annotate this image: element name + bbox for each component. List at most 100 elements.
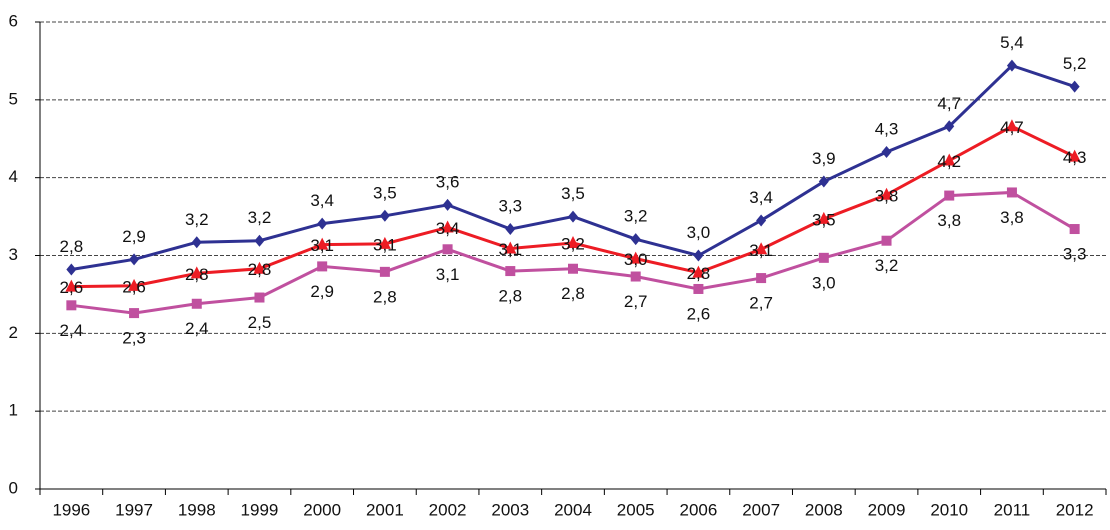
point (505, 223, 516, 236)
data-label: 3,2 (624, 207, 648, 226)
point (630, 233, 641, 246)
data-label: 2,6 (60, 278, 84, 297)
y-tick-label: 5 (9, 89, 18, 108)
data-label: 4,2 (937, 152, 961, 171)
point (756, 214, 767, 227)
point (630, 271, 641, 282)
data-label: 2,7 (624, 292, 648, 311)
data-label: 3,4 (436, 219, 460, 238)
data-label: 2,8 (185, 265, 209, 284)
x-tick-label: 2005 (617, 500, 655, 519)
point (692, 265, 705, 278)
y-tick-label: 6 (9, 11, 18, 30)
data-label: 2,7 (749, 294, 773, 313)
data-label: 3,2 (185, 210, 209, 229)
x-tick-label: 2007 (742, 500, 780, 519)
data-label: 3,0 (687, 223, 711, 242)
data-label: 3,1 (310, 236, 334, 255)
data-label: 2,3 (122, 329, 146, 348)
data-label: 4,7 (937, 94, 961, 113)
data-label: 2,9 (122, 227, 146, 246)
data-label: 3,1 (749, 241, 773, 260)
point (629, 251, 642, 264)
point (379, 209, 390, 222)
data-label: 2,8 (687, 264, 711, 283)
x-tick-label: 2006 (679, 500, 717, 519)
y-tick-label: 1 (9, 401, 18, 420)
point (1068, 149, 1081, 162)
point (818, 175, 829, 188)
data-label: 2,8 (60, 237, 84, 256)
point (129, 308, 140, 319)
x-tick-label: 2011 (994, 500, 1031, 519)
point (504, 241, 517, 254)
point (379, 266, 390, 277)
x-tick-label: 2010 (930, 500, 968, 519)
point (254, 234, 265, 247)
x-tick-label: 2003 (491, 500, 529, 519)
data-label: 3,1 (498, 240, 522, 259)
x-tick-label: 2012 (1056, 500, 1094, 519)
point (254, 292, 265, 303)
y-tick-label: 0 (9, 478, 18, 497)
data-label: 3,2 (248, 208, 272, 227)
x-tick-label: 2004 (554, 500, 592, 519)
point (317, 217, 328, 230)
data-label: 2,9 (310, 282, 334, 301)
point (693, 249, 704, 262)
data-label: 2,8 (373, 287, 397, 306)
data-label: 3,9 (812, 149, 836, 168)
point (568, 210, 578, 223)
point (756, 273, 767, 284)
point (818, 252, 829, 263)
point (568, 263, 578, 274)
data-label: 3,8 (937, 211, 961, 230)
point (944, 190, 955, 201)
data-label: 2,5 (248, 313, 272, 332)
point (943, 153, 956, 166)
point (817, 211, 830, 224)
data-label: 4,3 (875, 119, 899, 138)
data-label: 2,4 (185, 319, 209, 338)
point (317, 261, 328, 272)
point (191, 236, 202, 249)
point (66, 300, 77, 311)
data-label: 4,7 (1000, 118, 1024, 137)
data-label: 3,1 (436, 265, 460, 284)
point (442, 244, 453, 255)
point (129, 253, 140, 266)
point (253, 261, 266, 274)
x-tick-label: 1997 (115, 500, 153, 519)
data-label: 3,8 (1000, 208, 1024, 227)
point (378, 236, 391, 249)
data-label: 3,0 (812, 273, 836, 292)
x-tick-label: 2001 (366, 500, 404, 519)
data-label: 2,8 (561, 284, 585, 303)
point (66, 263, 77, 276)
data-label: 3,5 (561, 184, 585, 203)
point (191, 298, 202, 309)
point (880, 187, 893, 200)
point (944, 120, 955, 133)
point (881, 235, 892, 246)
point (755, 242, 768, 255)
point (505, 266, 516, 277)
data-label: 2,8 (498, 287, 522, 306)
point (128, 278, 141, 291)
data-label: 3,4 (749, 188, 773, 207)
point (1006, 187, 1017, 198)
data-label: 2,4 (60, 321, 84, 340)
data-label: 3,5 (812, 210, 836, 229)
data-label: 4,3 (1063, 148, 1087, 167)
data-label: 2,6 (122, 277, 146, 296)
data-label: 3,1 (373, 235, 397, 254)
data-label: 3,2 (875, 256, 899, 275)
data-label: 3,4 (310, 191, 334, 210)
point (441, 220, 454, 233)
x-tick-label: 2000 (303, 500, 341, 519)
data-label: 3,6 (436, 172, 460, 191)
point (316, 237, 329, 250)
point (442, 198, 453, 211)
point (567, 236, 579, 249)
